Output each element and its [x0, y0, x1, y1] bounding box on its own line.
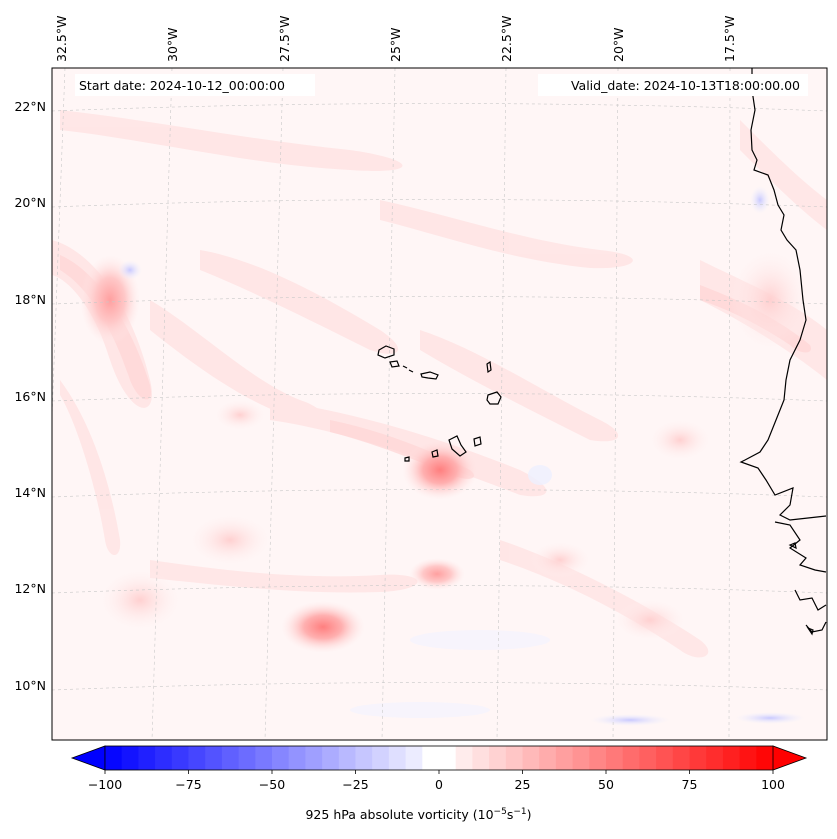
colorbar-step [121, 746, 139, 770]
colorbar-tick-label: 25 [515, 777, 531, 792]
lon-label: 17.5°W [722, 16, 737, 62]
colorbar-step [455, 746, 473, 770]
colorbar-tick-label: −25 [342, 777, 368, 792]
island-santo-antao [377, 345, 395, 359]
colorbar-step [255, 746, 273, 770]
island-sao-nicolau [420, 371, 439, 380]
colorbar-step [555, 746, 574, 770]
valid-date-label: Valid_date: 2024-10-13T18:00:00.00 [570, 78, 800, 93]
start-date-label: Start date: 2024-10-12_00:00:00 [79, 78, 285, 93]
colorbar-step [238, 746, 256, 770]
colorbar-label-mid: s [506, 807, 514, 823]
latitude-labels: 22°N 20°N 18°N 16°N 14°N 12°N 10°N [14, 99, 46, 693]
colorbar-max-extend [772, 745, 808, 771]
colorbar-step [656, 746, 674, 770]
africa-coastline [739, 68, 827, 521]
colorbar-step [689, 746, 707, 770]
island-santiago [448, 435, 467, 457]
colorbar-step [288, 746, 306, 770]
colorbar-min-extend [70, 745, 106, 771]
colorbar-step [171, 746, 189, 770]
lon-label: 25°W [388, 27, 403, 62]
lat-label: 16°N [14, 389, 46, 404]
island-fogo [431, 449, 439, 458]
lon-label: 30°W [165, 27, 180, 62]
colorbar-step [505, 746, 523, 770]
colorbar-step [322, 746, 340, 770]
colorbar-step [372, 746, 390, 770]
colorbar-step [572, 746, 590, 770]
colorbar-label: 925 hPa absolute vorticity (10−5s−1) [0, 807, 837, 822]
colorbar-step [439, 746, 457, 770]
colorbar-step [706, 746, 724, 770]
island-brava [404, 456, 410, 462]
colorbar-label-prefix: 925 hPa absolute vorticity (10 [305, 807, 494, 823]
start-date-box [75, 74, 315, 96]
colorbar-tick-label: 75 [682, 777, 698, 792]
island-sal [486, 360, 492, 374]
colorbar-step [622, 746, 640, 770]
colorbar-tick-label: 0 [435, 777, 443, 792]
colorbar-step [305, 746, 323, 770]
lon-label: 22.5°W [499, 16, 514, 62]
colorbar-step [539, 746, 557, 770]
map-frame [51, 67, 828, 741]
colorbar-step [589, 746, 607, 770]
colorbar-step [639, 746, 657, 770]
longitude-labels: 32.5°W 30°W 27.5°W 25°W 22.5°W 20°W 17.5… [54, 16, 737, 62]
colorbar-step [522, 746, 540, 770]
island-maio [473, 436, 482, 447]
colorbar-step [205, 746, 223, 770]
colorbar-tick-label: −75 [175, 777, 201, 792]
colorbar-tick-label: −50 [259, 777, 285, 792]
colorbar-step [722, 746, 741, 770]
lon-label: 20°W [611, 27, 626, 62]
vorticity-field [52, 68, 827, 740]
colorbar-step [338, 746, 356, 770]
colorbar-step [155, 746, 173, 770]
colorbar-steps [105, 746, 774, 770]
graticule [52, 68, 827, 740]
colorbar-label-suffix: ) [526, 807, 532, 823]
colorbar-step [405, 746, 423, 770]
island-sao-vicente [389, 360, 400, 368]
colorbar-tick-label: 100 [761, 777, 785, 792]
colorbar-step [272, 746, 290, 770]
valid-date-box [538, 74, 808, 96]
colorbar-step [672, 746, 690, 770]
colorbar-step [388, 746, 407, 770]
coastlines [377, 68, 827, 636]
colorbar-step [105, 746, 123, 770]
lat-label: 14°N [14, 485, 46, 500]
colorbar-ticks: −100 −75 −50 −25 0 25 50 75 100 [88, 770, 785, 792]
colorbar-step [422, 746, 440, 770]
island-boa-vista [486, 391, 502, 405]
colorbar-step [472, 746, 490, 770]
colorbar-step [739, 746, 757, 770]
colorbar-step [756, 746, 774, 770]
lat-label: 20°N [14, 195, 46, 210]
lat-label: 10°N [14, 678, 46, 693]
colorbar-step [138, 746, 156, 770]
colorbar-tick-label: −100 [88, 777, 122, 792]
colorbar-step [221, 746, 240, 770]
lat-label: 18°N [14, 292, 46, 307]
lat-label: 12°N [14, 581, 46, 596]
lon-label: 27.5°W [277, 16, 292, 62]
lon-label: 32.5°W [54, 16, 69, 62]
colorbar-label-exp1: −5 [493, 807, 507, 817]
colorbar: −100 −75 −50 −25 0 25 50 75 100 [70, 745, 808, 792]
colorbar-step [489, 746, 507, 770]
lat-label: 22°N [14, 99, 46, 114]
colorbar-step [606, 746, 624, 770]
colorbar-step [188, 746, 206, 770]
colorbar-label-exp2: −1 [513, 807, 527, 817]
colorbar-tick-label: 50 [598, 777, 614, 792]
colorbar-step [355, 746, 373, 770]
